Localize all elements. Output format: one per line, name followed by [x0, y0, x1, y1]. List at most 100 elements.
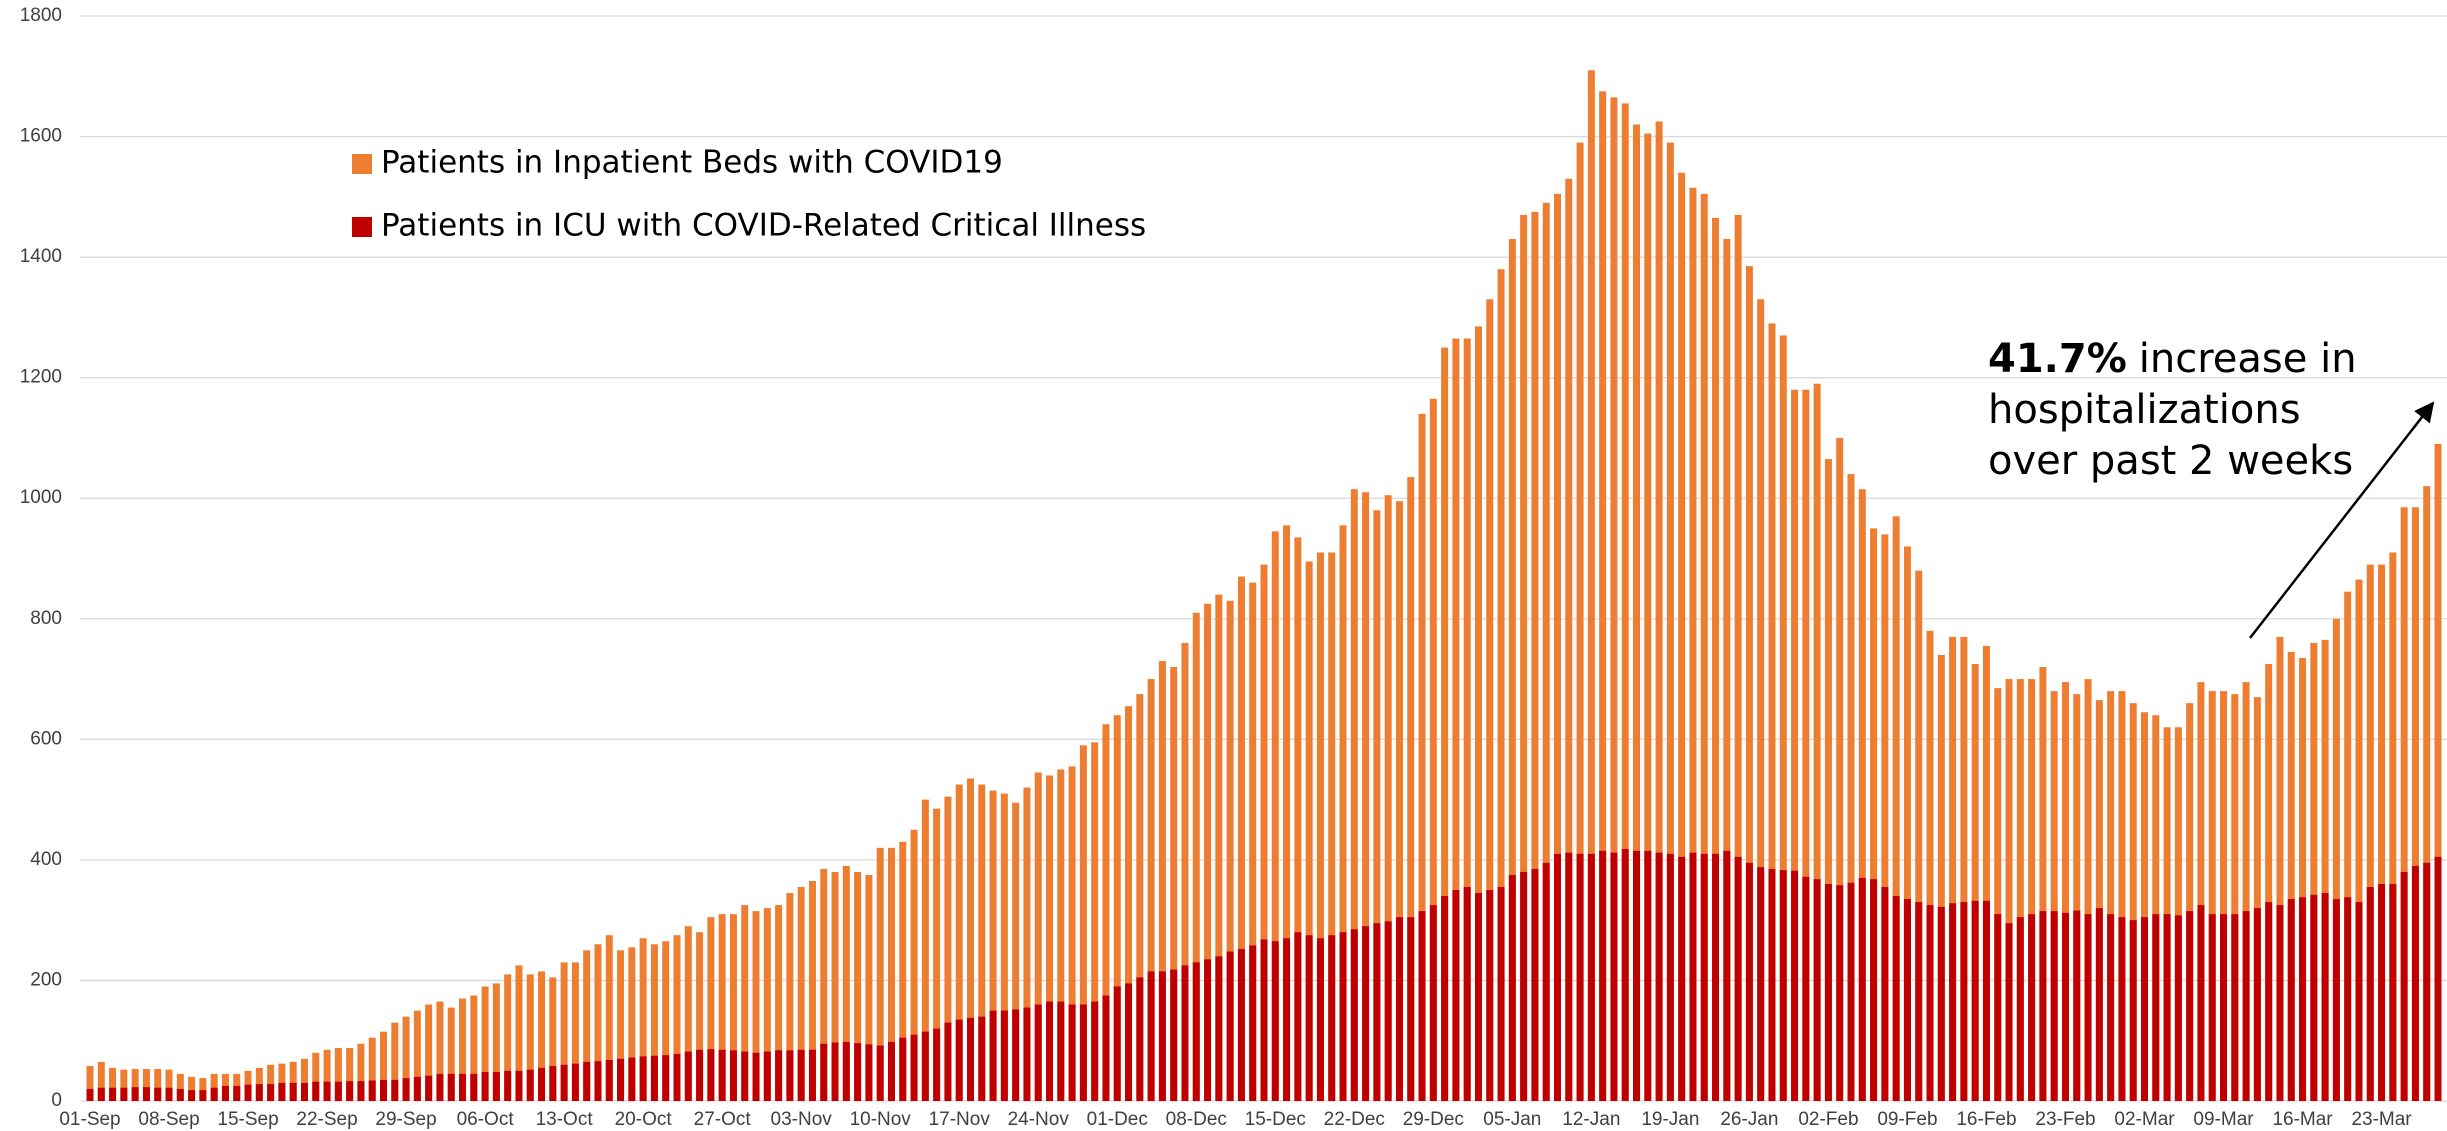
bar [1802, 389, 1810, 1101]
bar [2355, 579, 2363, 1101]
bar [2073, 694, 2081, 1101]
bar [300, 1058, 308, 1101]
bar [1768, 868, 1776, 1101]
bar [1000, 793, 1008, 1101]
bar [492, 983, 500, 1101]
bar [334, 1047, 342, 1101]
bar [1113, 986, 1121, 1101]
y-tick-label: 0 [51, 1090, 62, 1111]
bar [1621, 849, 1629, 1101]
bar [380, 1031, 387, 1101]
bar [2174, 727, 2182, 1101]
x-tick-label: 09-Mar [2193, 1109, 2254, 1130]
bar [1508, 239, 1516, 1101]
bar [865, 874, 873, 1101]
bar [1034, 772, 1042, 1101]
bar [2287, 899, 2295, 1101]
bar [1102, 995, 1110, 1101]
bar [718, 914, 726, 1101]
bar [628, 947, 636, 1101]
bar [2073, 910, 2081, 1101]
bar [1858, 489, 1866, 1101]
bar [1497, 887, 1505, 1101]
bar [255, 1084, 263, 1101]
bar [933, 1028, 941, 1101]
bar [2355, 902, 2363, 1101]
bar [1587, 853, 1595, 1101]
bar [899, 841, 907, 1101]
bar [741, 905, 749, 1101]
bar [1237, 576, 1245, 1101]
bar [560, 962, 568, 1101]
bar [459, 998, 467, 1101]
bar [583, 950, 591, 1101]
bar [2378, 884, 2386, 1101]
bar [109, 1067, 117, 1101]
bar [1633, 124, 1641, 1101]
bar [2220, 691, 2228, 1101]
bar [2344, 591, 2352, 1101]
bar [2265, 902, 2273, 1101]
bar [2321, 893, 2329, 1101]
legend-label: Patients in Inpatient Beds with COVID19 [381, 145, 1003, 181]
bar [1520, 871, 1528, 1101]
bar [1813, 879, 1821, 1101]
bar [142, 1069, 150, 1101]
bar [1903, 899, 1911, 1101]
x-tick-label: 27-Oct [694, 1109, 752, 1130]
bar [989, 790, 997, 1101]
bar [391, 1079, 399, 1101]
annotation: 41.7% increase in [1988, 336, 2357, 382]
bar [1644, 133, 1652, 1101]
bar [2310, 642, 2318, 1101]
bar [1260, 939, 1268, 1101]
x-tick-label: 29-Dec [1403, 1109, 1464, 1130]
bar [425, 1004, 433, 1101]
bar [2107, 914, 2115, 1101]
bar [368, 1037, 376, 1101]
bar [989, 1010, 997, 1101]
bar [865, 1044, 873, 1101]
bar [2174, 915, 2182, 1101]
bar [2434, 443, 2442, 1101]
bar [154, 1087, 162, 1101]
bar [650, 944, 658, 1101]
bar [786, 893, 794, 1101]
bar [639, 938, 647, 1101]
x-tick-label: 15-Dec [1245, 1109, 1306, 1130]
x-tick-label: 29-Sep [375, 1109, 436, 1130]
bar [955, 784, 963, 1101]
bar [2299, 657, 2307, 1101]
bar [2265, 663, 2273, 1101]
bar [1960, 902, 1968, 1101]
bar [2141, 917, 2148, 1101]
bar [1057, 1001, 1065, 1101]
bar [1249, 582, 1257, 1101]
bar [1621, 103, 1629, 1102]
bar [1892, 896, 1900, 1101]
bar [1339, 932, 1347, 1101]
bar [1170, 969, 1178, 1101]
x-tick-label: 12-Jan [1562, 1109, 1620, 1130]
bar [583, 1061, 591, 1101]
bar [684, 1051, 692, 1101]
bar [436, 1073, 444, 1101]
bar [447, 1073, 455, 1101]
bar [1779, 335, 1787, 1101]
bar [2061, 912, 2069, 1101]
bar [1531, 868, 1539, 1101]
bar [1395, 917, 1403, 1101]
bar [1982, 900, 1990, 1101]
bar [2107, 691, 2115, 1101]
bar [1847, 882, 1855, 1101]
bar [97, 1087, 105, 1101]
x-tick-label: 01-Dec [1087, 1109, 1148, 1130]
bar [1836, 437, 1844, 1101]
bar [1700, 853, 1708, 1101]
bar [199, 1078, 207, 1101]
bar [1542, 202, 1550, 1102]
bar [142, 1087, 150, 1101]
bar [1012, 1009, 1020, 1101]
bar [1046, 1001, 1054, 1101]
